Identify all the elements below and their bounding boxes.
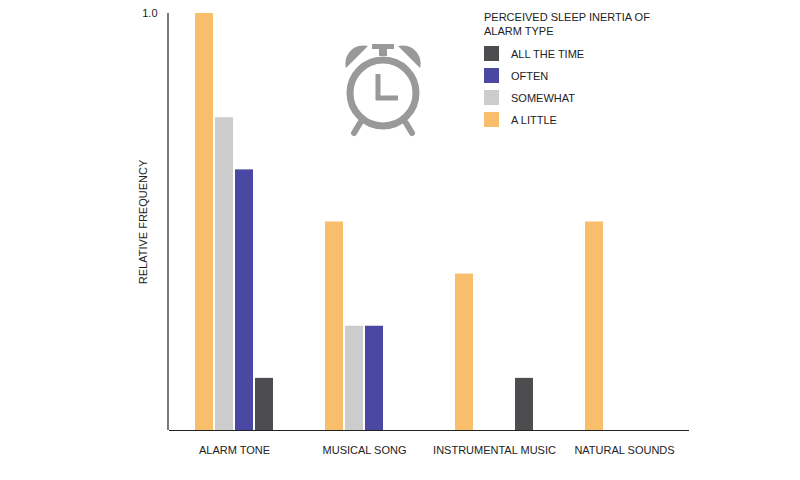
html-text:PERCEIVED SLEEP INERTIA OF ALA: PERCEIVED SLEEP INERTIA OF ALARM TYPE — [484, 11, 650, 37]
svg-text:1.0: 1.0 — [142, 7, 157, 19]
svg-text:RELATIVE FREQUENCY: RELATIVE FREQUENCY — [137, 159, 149, 284]
svg-text:ALARM TONE: ALARM TONE — [199, 444, 270, 456]
html-text:A LITTLE: A LITTLE — [511, 113, 557, 126]
html-text:OFTEN: OFTEN — [511, 69, 549, 82]
html-text:SOMEWHAT: SOMEWHAT — [511, 91, 575, 104]
html-text:ALL THE TIME: ALL THE TIME — [511, 47, 585, 60]
svg-text:INSTRUMENTAL MUSIC: INSTRUMENTAL MUSIC — [433, 444, 556, 456]
svg-text:MUSICAL SONG: MUSICAL SONG — [323, 444, 407, 456]
svg-text:NATURAL SOUNDS: NATURAL SOUNDS — [574, 444, 674, 456]
